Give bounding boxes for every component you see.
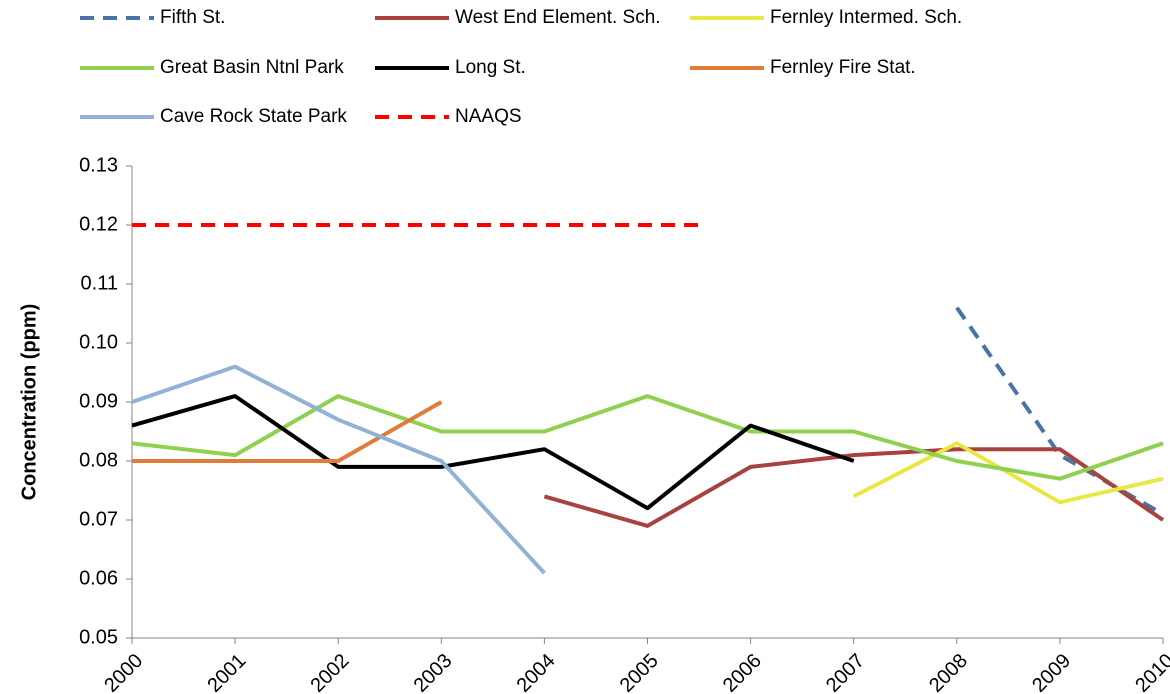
series-line xyxy=(131,394,855,511)
legend-label: Great Basin Ntnl Park xyxy=(160,57,344,78)
y-tick-label: 0.08 xyxy=(79,449,118,471)
legend-label: Long St. xyxy=(455,57,526,78)
y-tick-label: 0.09 xyxy=(79,390,118,412)
legend-label: Fernley Intermed. Sch. xyxy=(770,7,962,28)
x-tick-label: 2009 xyxy=(1028,650,1075,694)
x-tick-label: 2003 xyxy=(410,650,457,694)
x-tick-label: 2002 xyxy=(306,650,353,694)
legend-label: West End Element. Sch. xyxy=(455,7,661,28)
x-tick-label: 2007 xyxy=(822,650,869,694)
series-line xyxy=(852,441,1164,505)
legend-label: Fernley Fire Stat. xyxy=(770,57,916,78)
x-tick-label: 2008 xyxy=(925,650,972,694)
y-tick-label: 0.05 xyxy=(79,626,118,648)
x-tick-label: 2005 xyxy=(616,650,663,694)
y-tick-label: 0.12 xyxy=(79,213,118,235)
legend-label: Fifth St. xyxy=(160,7,225,28)
series-line xyxy=(955,306,1164,516)
legend-label: Cave Rock State Park xyxy=(160,106,347,127)
series-line xyxy=(543,447,1165,528)
y-tick-label: 0.06 xyxy=(79,567,118,589)
series-line xyxy=(131,364,546,575)
y-axis-label: Concentration (ppm) xyxy=(18,304,40,501)
series-line xyxy=(131,394,1164,481)
legend-label: NAAQS xyxy=(455,106,522,127)
x-tick-label: 2006 xyxy=(719,650,766,694)
y-tick-label: 0.11 xyxy=(81,272,118,294)
x-tick-label: 2010 xyxy=(1131,650,1170,694)
y-tick-label: 0.07 xyxy=(79,508,118,530)
x-tick-label: 2001 xyxy=(203,650,250,694)
y-tick-label: 0.10 xyxy=(79,331,118,353)
series-line xyxy=(132,400,443,463)
x-tick-label: 2004 xyxy=(513,650,560,694)
x-tick-label: 2000 xyxy=(100,650,147,694)
y-tick-label: 0.13 xyxy=(79,154,118,176)
